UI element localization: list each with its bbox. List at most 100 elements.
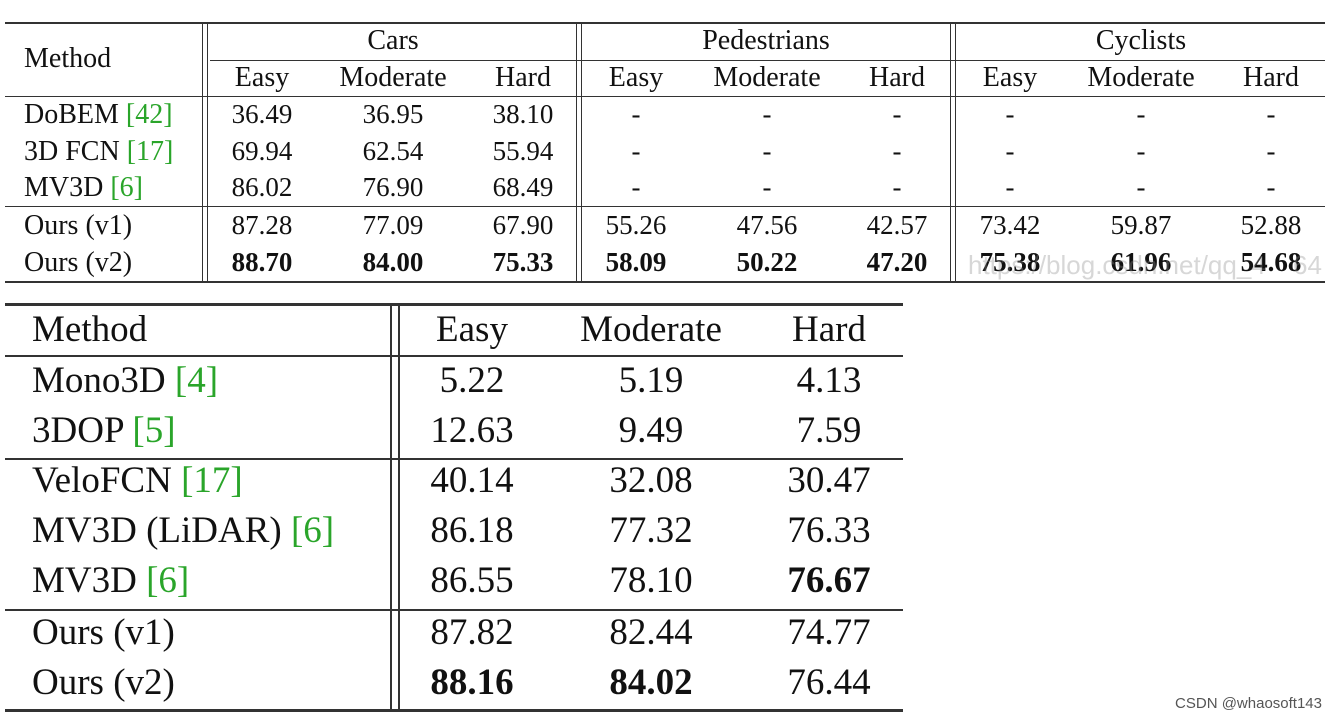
table-cell: - xyxy=(892,99,902,129)
subheader: Easy xyxy=(982,62,1038,93)
rule-subheader xyxy=(210,60,1325,61)
table-cell: 7.59 xyxy=(796,410,862,451)
table-cell: 59.87 xyxy=(1110,210,1172,240)
table-cell: 69.94 xyxy=(231,136,293,166)
rule-group-split xyxy=(5,206,1325,207)
vrule xyxy=(581,22,582,282)
table-cell: - xyxy=(762,172,772,202)
table-row-label: 3D FCN [17] xyxy=(24,136,174,167)
table-cell-best: 84.00 xyxy=(362,247,424,277)
table-cell: - xyxy=(631,99,641,129)
table-cell: 4.13 xyxy=(796,360,862,401)
table-cell: - xyxy=(892,172,902,202)
table-cell-best: 58.09 xyxy=(605,247,667,277)
rule-top xyxy=(5,303,903,306)
table-row-label: 3DOP [5] xyxy=(32,410,176,451)
vrule xyxy=(398,303,400,712)
table-row-label: MV3D (LiDAR) [6] xyxy=(32,510,335,551)
table-cell: 82.44 xyxy=(609,612,693,653)
rule-bottom xyxy=(5,709,903,712)
vrule xyxy=(950,22,951,282)
table-row-label: Ours (v1) xyxy=(32,612,175,653)
table-cell: 36.49 xyxy=(231,99,293,129)
table-cell: 76.90 xyxy=(362,172,424,202)
group-header-cars: Cars xyxy=(367,25,419,56)
table-cell: 40.14 xyxy=(430,460,514,501)
table-cell: 86.55 xyxy=(430,560,514,601)
table-row-label: VeloFCN [17] xyxy=(32,460,243,501)
table-cell-best: 61.96 xyxy=(1110,247,1172,277)
table-cell: 86.02 xyxy=(231,172,293,202)
csdn-footer-watermark: CSDN @whaosoft143 xyxy=(1175,695,1322,712)
table-cell: 86.18 xyxy=(430,510,514,551)
citation-link[interactable]: [6] xyxy=(146,560,190,601)
table-cell: - xyxy=(1136,99,1146,129)
rule-bottom xyxy=(5,281,1325,283)
table-cell-best: 75.38 xyxy=(979,247,1041,277)
table-cell: 55.94 xyxy=(492,136,554,166)
table-cell: 68.49 xyxy=(492,172,554,202)
table-cell: 32.08 xyxy=(609,460,693,501)
table-cell: - xyxy=(1005,136,1015,166)
column-header-easy: Easy xyxy=(436,309,508,350)
rule-top xyxy=(5,22,1325,24)
subheader: Hard xyxy=(869,62,925,93)
citation-link[interactable]: [6] xyxy=(110,172,143,203)
table-cell: 42.57 xyxy=(866,210,928,240)
table-cell-best: 88.70 xyxy=(231,247,293,277)
rule-split-2 xyxy=(5,609,903,611)
table-cell: - xyxy=(762,136,772,166)
subheader: Hard xyxy=(495,62,551,93)
table-cell: 73.42 xyxy=(979,210,1041,240)
table-cell-best: 76.67 xyxy=(787,560,871,601)
table-cell: - xyxy=(1136,136,1146,166)
vrule xyxy=(202,22,203,282)
subheader: Moderate xyxy=(713,62,821,93)
table-cell: 47.56 xyxy=(736,210,798,240)
table-row-label: DoBEM [42] xyxy=(24,99,173,130)
table-cell: 87.28 xyxy=(231,210,293,240)
table-cell: - xyxy=(631,172,641,202)
table-cell: 77.09 xyxy=(362,210,424,240)
table-cell: - xyxy=(631,136,641,166)
table-cell: 52.88 xyxy=(1240,210,1302,240)
table-cell: 77.32 xyxy=(609,510,693,551)
citation-link[interactable]: [4] xyxy=(174,360,219,401)
table-cell: 12.63 xyxy=(430,410,514,451)
vrule xyxy=(576,22,577,282)
subheader: Moderate xyxy=(1087,62,1195,93)
table-cell: 78.10 xyxy=(609,560,693,601)
table-cell: 76.33 xyxy=(787,510,871,551)
group-header-pedestrians: Pedestrians xyxy=(702,25,830,56)
subheader: Hard xyxy=(1243,62,1299,93)
citation-link[interactable]: [17] xyxy=(126,136,174,167)
table-row-label: Ours (v2) xyxy=(24,247,133,278)
rule-header-bottom xyxy=(5,355,903,357)
table-cell: - xyxy=(762,99,772,129)
citation-link[interactable]: [6] xyxy=(290,510,335,551)
table-cell: - xyxy=(1266,99,1276,129)
vrule xyxy=(955,22,956,282)
table-row-label: MV3D [6] xyxy=(32,560,190,601)
column-header-moderate: Moderate xyxy=(580,309,722,350)
subheader: Easy xyxy=(234,62,290,93)
table-cell: - xyxy=(1136,172,1146,202)
table-cell: - xyxy=(1266,136,1276,166)
vrule xyxy=(207,22,208,282)
citation-link[interactable]: [17] xyxy=(181,460,243,501)
table-cell-best: 88.16 xyxy=(430,662,514,703)
citation-link[interactable]: [42] xyxy=(125,99,173,130)
citation-link[interactable]: [5] xyxy=(132,410,176,451)
table-cell-best: 75.33 xyxy=(492,247,554,277)
table-cell: 38.10 xyxy=(492,99,554,129)
table-cell: 76.44 xyxy=(787,662,871,703)
table-cell-best: 47.20 xyxy=(866,247,928,277)
table-row-label: Ours (v2) xyxy=(32,662,175,703)
method-header: Method xyxy=(24,43,112,74)
vrule xyxy=(390,303,392,712)
watermark: https://blog.csdn.net/qq_4 xyxy=(968,250,1266,280)
table-cell: 9.49 xyxy=(618,410,684,451)
column-header-hard: Hard xyxy=(792,309,866,350)
method-header: Method xyxy=(32,309,148,350)
rule-header-bottom xyxy=(5,96,1325,97)
